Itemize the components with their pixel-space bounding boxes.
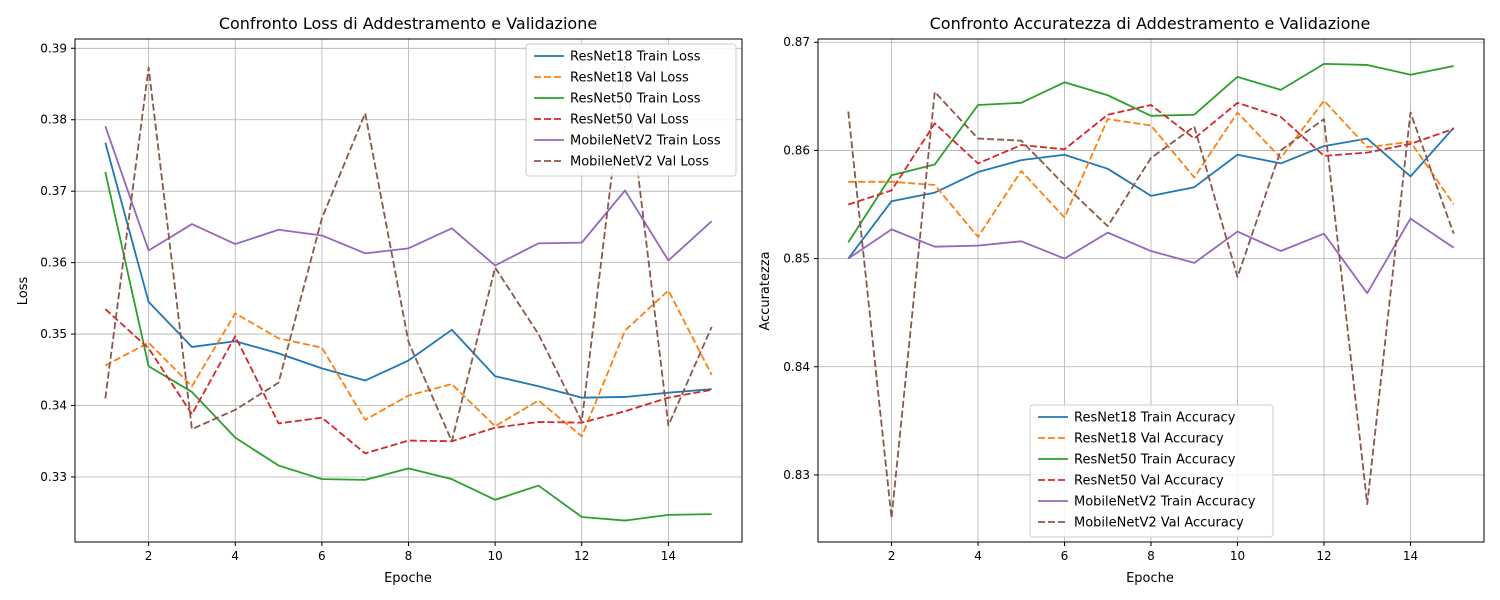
loss-legend-label: ResNet50 Train Loss	[570, 92, 701, 107]
accuracy-x-axis-label: Epoche	[1126, 571, 1174, 586]
accuracy-series-line-3	[847, 101, 1455, 206]
accuracy-x-tick-label: 14	[1403, 549, 1418, 563]
loss-y-tick-label: 0.35	[40, 327, 67, 341]
loss-chart-panel: Confronto Loss di Addestramento e Valida…	[16, 14, 743, 586]
loss-series-line-2	[104, 171, 712, 522]
loss-x-tick-label: 12	[574, 549, 589, 563]
accuracy-x-tick-label: 12	[1316, 549, 1331, 563]
loss-legend-label: ResNet18 Train Loss	[570, 50, 701, 65]
accuracy-series-line-4	[847, 217, 1455, 295]
loss-y-tick-label: 0.39	[40, 41, 67, 55]
accuracy-y-tick-label: 0.87	[783, 35, 810, 49]
loss-y-tick-label: 0.34	[40, 399, 67, 413]
loss-series-line-1	[104, 289, 713, 438]
accuracy-x-tick-label: 10	[1230, 549, 1245, 563]
accuracy-legend-label: MobileNetV2 Train Accuracy	[1074, 495, 1256, 510]
loss-x-tick-label: 14	[661, 549, 676, 563]
loss-x-tick-label: 6	[318, 549, 326, 563]
accuracy-series-line-5	[847, 91, 1455, 520]
accuracy-series-line-1	[848, 99, 1455, 238]
accuracy-series-line-0	[847, 127, 1455, 260]
accuracy-x-tick-label: 6	[1061, 549, 1069, 563]
accuracy-legend-label: MobileNetV2 Val Accuracy	[1074, 516, 1244, 531]
loss-legend-label: MobileNetV2 Train Loss	[570, 134, 721, 149]
accuracy-legend	[1029, 404, 1274, 538]
accuracy-y-tick-label: 0.85	[783, 252, 810, 266]
loss-legend-label: MobileNetV2 Val Loss	[570, 155, 709, 170]
accuracy-y-tick-label: 0.84	[783, 360, 810, 374]
loss-y-tick-label: 0.38	[40, 113, 67, 127]
loss-x-tick-label: 8	[405, 549, 413, 563]
accuracy-legend-label: ResNet18 Train Accuracy	[1074, 411, 1236, 426]
loss-y-tick-label: 0.36	[40, 256, 67, 270]
accuracy-y-tick-label: 0.86	[783, 143, 810, 157]
loss-legend	[525, 43, 737, 177]
loss-legend-label: ResNet50 Val Loss	[570, 113, 689, 128]
accuracy-chart-panel: Confronto Accuratezza di Addestramento e…	[758, 14, 1485, 586]
accuracy-x-tick-label: 8	[1147, 549, 1155, 563]
loss-y-tick-label: 0.33	[40, 470, 67, 484]
loss-x-tick-label: 10	[487, 549, 502, 563]
loss-series-line-3	[104, 308, 712, 455]
loss-legend-label: ResNet18 Val Loss	[570, 71, 689, 86]
accuracy-legend-label: ResNet50 Train Accuracy	[1074, 453, 1236, 468]
loss-x-tick-label: 2	[145, 549, 153, 563]
accuracy-x-tick-label: 2	[888, 549, 896, 563]
accuracy-y-axis-label: Accuratezza	[758, 251, 773, 330]
loss-x-tick-label: 4	[231, 549, 239, 563]
accuracy-y-tick-label: 0.83	[783, 468, 810, 482]
loss-chart-title: Confronto Loss di Addestramento e Valida…	[219, 14, 597, 33]
loss-series-line-4	[104, 125, 713, 267]
accuracy-x-tick-label: 4	[974, 549, 982, 563]
accuracy-series-line-2	[847, 62, 1454, 243]
accuracy-legend-label: ResNet50 Val Accuracy	[1074, 474, 1224, 489]
loss-y-tick-label: 0.37	[40, 184, 67, 198]
loss-x-axis-label: Epoche	[384, 571, 432, 586]
accuracy-chart-title: Confronto Accuratezza di Addestramento e…	[930, 14, 1371, 33]
loss-series-line-0	[104, 142, 712, 399]
loss-y-axis-label: Loss	[16, 277, 31, 306]
accuracy-legend-label: ResNet18 Val Accuracy	[1074, 432, 1224, 447]
loss-series-line-5	[104, 65, 713, 443]
